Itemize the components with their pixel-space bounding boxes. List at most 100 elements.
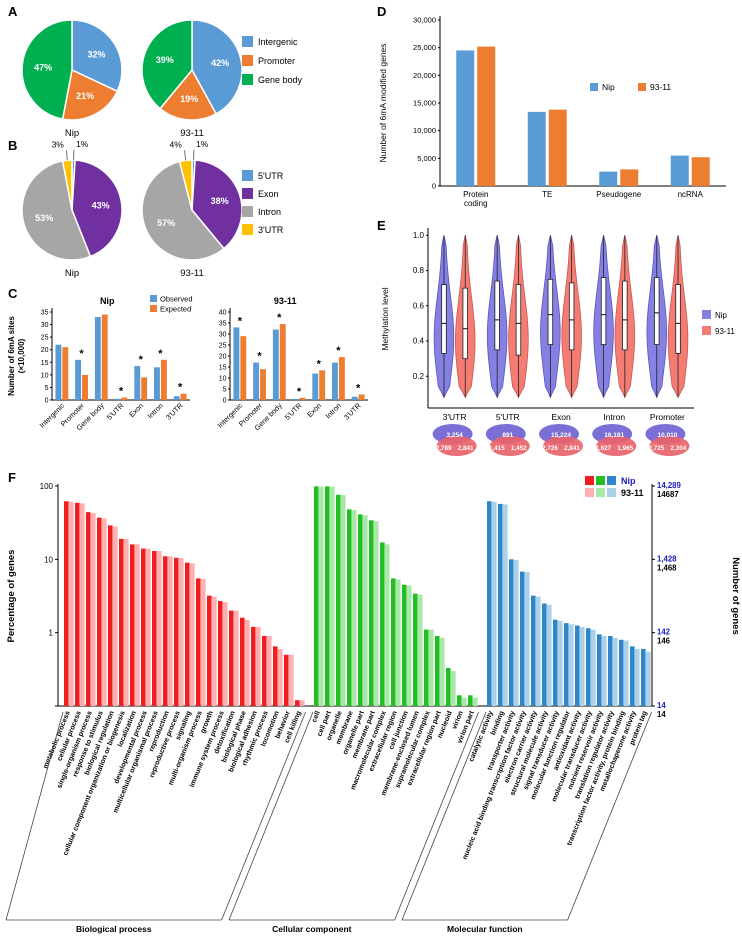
svg-text:0: 0 <box>45 398 49 405</box>
svg-text:20: 20 <box>41 347 49 354</box>
panel-b-pie-charts: 1% 43% 53% 3% Nip 1% 38% 57% 4% 93-11 5'UTR Exon Int… <box>21 139 284 279</box>
svg-text:10,010: 10,010 <box>657 432 677 439</box>
svg-text:Number of genes: Number of genes <box>730 557 741 635</box>
svg-text:30,000: 30,000 <box>413 16 436 25</box>
svg-text:20,000: 20,000 <box>413 71 436 80</box>
svg-text:Intron: Intron <box>258 207 281 217</box>
svg-text:2,725: 2,725 <box>649 445 665 452</box>
svg-text:Molecular function: Molecular function <box>447 924 523 934</box>
svg-text:40: 40 <box>219 310 227 317</box>
svg-text:10: 10 <box>41 372 49 379</box>
panel-e-violin-plot: Methylation level 0.2 0.4 0.6 0.8 1.0 3'UTR 3,2… <box>380 228 735 456</box>
svg-text:21%: 21% <box>76 91 94 101</box>
svg-text:3,254: 3,254 <box>446 432 463 439</box>
svg-text:Exon: Exon <box>127 401 145 419</box>
svg-text:Nip: Nip <box>621 476 636 486</box>
svg-text:Number of 6mA modified genes: Number of 6mA modified genes <box>378 43 388 162</box>
svg-text:Intron: Intron <box>603 412 625 422</box>
panel-f-letter: F <box>8 470 16 485</box>
svg-text:0: 0 <box>223 398 227 405</box>
svg-text:1,468: 1,468 <box>657 563 677 572</box>
panel-c-letter: C <box>8 286 18 301</box>
svg-text:Pseudogene: Pseudogene <box>596 190 641 199</box>
svg-text:2,841: 2,841 <box>564 445 580 452</box>
svg-text:Protein: Protein <box>463 190 488 199</box>
svg-text:5'UTR: 5'UTR <box>283 401 304 422</box>
svg-text:10,000: 10,000 <box>413 126 436 135</box>
svg-text:2,841: 2,841 <box>458 445 474 452</box>
panel-c-bar-charts: Number of 6mA sites (×10,000) 0 5 10 15 20 25 30… <box>7 295 368 432</box>
svg-text:*: * <box>119 385 124 397</box>
svg-text:cell: cell <box>311 710 322 723</box>
svg-text:10: 10 <box>219 376 227 383</box>
svg-text:TE: TE <box>542 190 552 199</box>
svg-text:Nip: Nip <box>715 311 728 320</box>
svg-text:Intergenic: Intergenic <box>258 37 298 47</box>
svg-text:93-11: 93-11 <box>715 327 735 336</box>
svg-text:25: 25 <box>41 335 49 342</box>
svg-text:Promoter: Promoter <box>650 412 685 422</box>
panel-e-letter: E <box>377 218 386 233</box>
svg-text:1,452: 1,452 <box>511 445 527 452</box>
svg-text:*: * <box>317 358 322 370</box>
svg-text:891: 891 <box>502 432 513 439</box>
svg-text:0: 0 <box>432 182 436 191</box>
svg-text:39%: 39% <box>156 55 174 65</box>
svg-text:57%: 57% <box>157 218 175 228</box>
svg-text:Methylation level: Methylation level <box>380 287 390 350</box>
svg-text:*: * <box>158 348 163 360</box>
svg-text:Intron: Intron <box>323 401 342 420</box>
svg-text:coding: coding <box>464 199 488 208</box>
svg-text:38%: 38% <box>211 196 229 206</box>
svg-text:1%: 1% <box>76 139 89 149</box>
svg-text:(×10,000): (×10,000) <box>17 338 26 373</box>
svg-text:Percentage of genes: Percentage of genes <box>6 550 17 643</box>
svg-text:1%: 1% <box>196 139 209 149</box>
svg-text:35: 35 <box>219 321 227 328</box>
svg-text:*: * <box>79 348 84 360</box>
svg-text:Gene body: Gene body <box>258 75 303 85</box>
svg-text:*: * <box>297 386 302 398</box>
svg-text:15,224: 15,224 <box>551 432 571 439</box>
svg-text:25: 25 <box>219 343 227 350</box>
svg-text:3%: 3% <box>52 139 65 149</box>
svg-text:47%: 47% <box>34 62 52 72</box>
svg-text:Nip: Nip <box>602 82 615 92</box>
svg-text:5: 5 <box>45 385 49 392</box>
svg-text:93-11: 93-11 <box>180 268 204 279</box>
svg-text:0.8: 0.8 <box>413 266 425 275</box>
panel-f-go-chart: 100 10 1 Percentage of genes Number of genes… <box>5 476 741 934</box>
svg-text:4%: 4% <box>170 140 183 150</box>
svg-text:1,428: 1,428 <box>657 554 677 563</box>
svg-text:*: * <box>277 312 282 324</box>
svg-text:93-11: 93-11 <box>621 488 644 498</box>
svg-text:5'UTR: 5'UTR <box>105 401 126 422</box>
svg-text:93-11: 93-11 <box>274 296 297 306</box>
svg-text:3'UTR: 3'UTR <box>342 401 363 422</box>
svg-text:Nip: Nip <box>65 128 79 139</box>
svg-text:19%: 19% <box>180 94 198 104</box>
svg-text:Cellular component: Cellular component <box>272 924 352 934</box>
svg-text:30: 30 <box>41 322 49 329</box>
svg-text:43%: 43% <box>92 200 110 210</box>
svg-text:0.4: 0.4 <box>413 337 425 346</box>
panel-d-bar-chart: Number of 6mA modified genes 0 5,000 10,000… <box>378 16 726 208</box>
svg-text:53%: 53% <box>35 213 53 223</box>
svg-text:0.6: 0.6 <box>413 301 425 310</box>
svg-text:14,289: 14,289 <box>657 481 682 490</box>
svg-text:15: 15 <box>41 360 49 367</box>
svg-text:14687: 14687 <box>657 490 679 499</box>
svg-text:1,415: 1,415 <box>489 445 505 452</box>
svg-text:*: * <box>336 345 341 357</box>
svg-text:*: * <box>139 354 144 366</box>
svg-text:100: 100 <box>40 482 54 491</box>
svg-text:5'UTR: 5'UTR <box>496 412 520 422</box>
svg-text:Nip: Nip <box>100 296 115 306</box>
svg-text:10: 10 <box>44 555 53 564</box>
panel-a-pie-charts: 32% 21% 47% Nip 42% 19% 39% 93-11 Intergenic Prom… <box>21 19 303 139</box>
svg-text:ncRNA: ncRNA <box>678 190 704 199</box>
svg-text:1.0: 1.0 <box>413 231 425 240</box>
svg-text:5'UTR: 5'UTR <box>258 171 284 181</box>
svg-text:93-11: 93-11 <box>650 82 671 92</box>
